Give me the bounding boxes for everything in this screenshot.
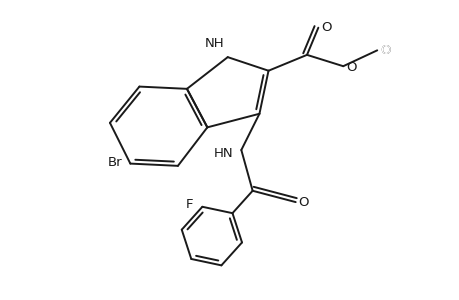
Text: O: O bbox=[298, 196, 308, 208]
Text: Br: Br bbox=[107, 156, 122, 169]
Text: NH: NH bbox=[204, 37, 224, 50]
Text: O: O bbox=[379, 44, 390, 57]
Text: HN: HN bbox=[213, 147, 233, 160]
Text: O: O bbox=[320, 21, 331, 34]
Text: O: O bbox=[379, 44, 390, 57]
Text: O: O bbox=[345, 61, 356, 74]
Text: F: F bbox=[185, 199, 193, 212]
